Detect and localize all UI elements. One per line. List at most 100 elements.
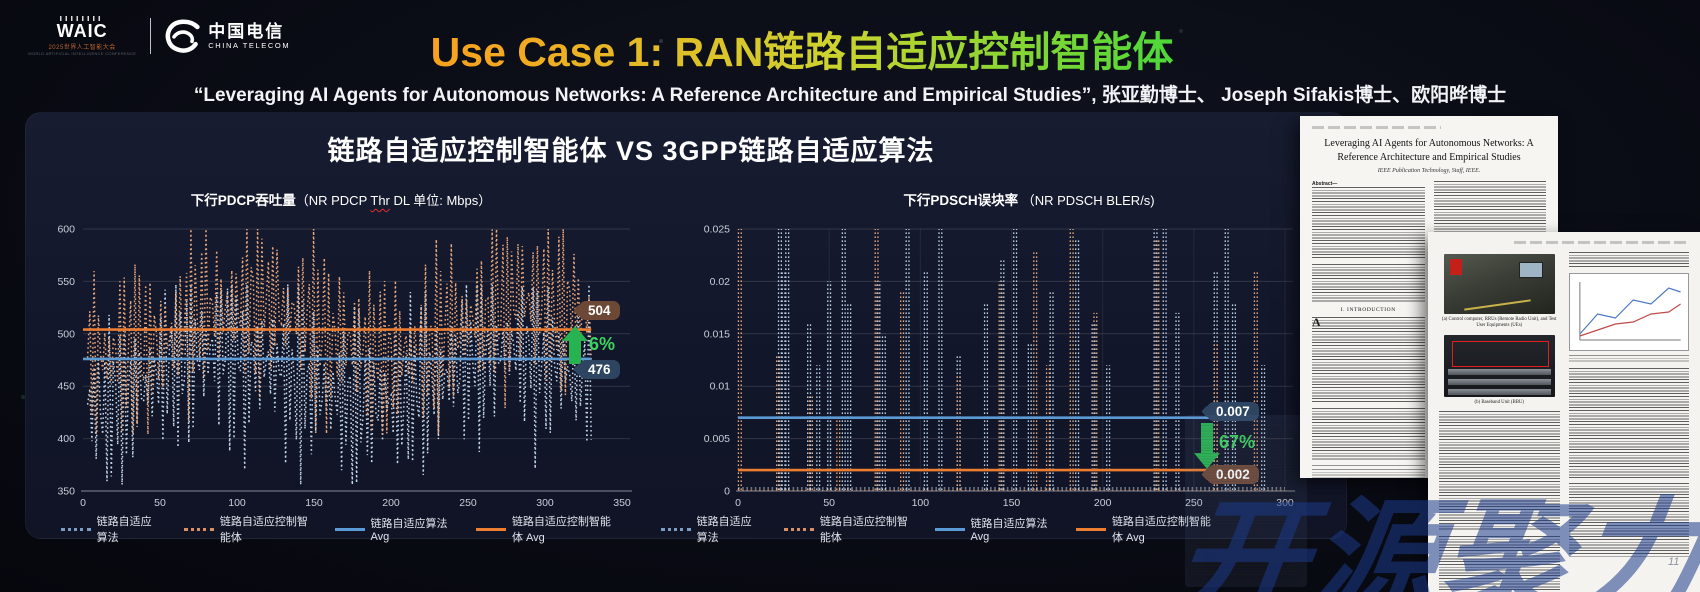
improvement-down-arrow-icon xyxy=(1194,423,1220,469)
svg-text:150: 150 xyxy=(1003,497,1021,509)
photo-caption-a: (a) Control computer, RRUs (Remote Radio… xyxy=(1442,317,1557,329)
waic-subtitle-cn: 2025世界人工智能大会 xyxy=(48,45,116,51)
paper-text-lines xyxy=(1439,411,1560,532)
background-stars xyxy=(0,0,2,2)
pdcp-chart-title-thr: Thr xyxy=(370,193,390,208)
svg-text:250: 250 xyxy=(459,497,477,509)
svg-text:0.005: 0.005 xyxy=(704,433,730,445)
svg-text:50: 50 xyxy=(823,497,835,509)
legend-swatch-solid xyxy=(934,527,965,531)
legend-swatch-dotted xyxy=(184,527,214,531)
page-subtitle: “Leveraging AI Agents for Autonomous Net… xyxy=(193,85,1507,106)
pdcp-throughput-chart: 350 400 450 500 550 600 0 50 100 150 200 250 300 350 xyxy=(57,224,632,509)
svg-text:350: 350 xyxy=(57,486,75,498)
legend-item: 链路自适应算法 Avg xyxy=(934,513,1052,545)
svg-text:300: 300 xyxy=(1276,497,1294,509)
paper-byline: IEEE Publication Technology, Staff, IEEE… xyxy=(1377,168,1481,174)
paper-paragraph: A xyxy=(1312,316,1425,403)
svg-text:150: 150 xyxy=(305,497,323,509)
paper-title: Leveraging AI Agents for Autonomous Netw… xyxy=(1324,138,1534,163)
waic-logo-text: WAIC xyxy=(56,21,108,41)
paper-running-head xyxy=(1312,126,1441,129)
pdcp-chart-title-pre: （NR PDCP xyxy=(295,193,371,208)
legend-right: 链路自适应算法 链路自适应控制智能体 链路自适应算法 Avg 链路自适应控制智能体 A… xyxy=(661,513,1221,545)
legend-label: 链路自适应控制智能体 Avg xyxy=(1111,516,1211,544)
paper-figure-caption-lines xyxy=(1568,355,1689,363)
paper-figure-thumbnail xyxy=(1568,273,1689,351)
legend-swatch-solid xyxy=(1076,527,1106,531)
legend-label: 链路自适应控制智能体 xyxy=(819,516,908,544)
legend-swatch-dotted xyxy=(661,527,691,531)
waic-subtitle-en: WORLD ARTIFICIAL INTELLIGENCE CONFERENCE xyxy=(28,51,137,56)
page-number: 11 xyxy=(1668,556,1680,568)
svg-text:0.01: 0.01 xyxy=(710,381,731,393)
comparison-panel: 链路自适应控制智能体 VS 3GPP链路自适应算法 下行PDCP吞吐量（NR P… xyxy=(25,112,1347,544)
svg-text:200: 200 xyxy=(382,497,400,509)
legend-label: 链路自适应算法 xyxy=(696,516,752,544)
svg-text:0.015: 0.015 xyxy=(704,328,730,340)
pdcp-agent-avg-badge: 504 xyxy=(579,301,620,320)
bler-agent-avg-badge: 0.002 xyxy=(1207,465,1259,484)
pdcp-chart-title-post: DL 单位: Mbps） xyxy=(389,193,492,208)
paper-text-lines xyxy=(1312,187,1425,259)
paper-column-left: Abstract— I. INTRODUCTION A xyxy=(1312,181,1425,486)
svg-text:600: 600 xyxy=(57,224,75,236)
paper-running-head xyxy=(1514,241,1689,244)
bler-chart-title: 下行PDSCH误块率 （NR PDSCH BLER/s) xyxy=(864,189,1194,209)
bler-baseline-avg-badge: 0.007 xyxy=(1207,402,1259,421)
china-telecom-name-en: CHINA TELECOM xyxy=(208,40,291,50)
svg-text:300: 300 xyxy=(536,497,554,509)
bler-chart-title-bold: 下行PDSCH误块率 xyxy=(903,193,1019,208)
paper-text-lines xyxy=(1312,317,1425,403)
photo-caption-b: (b) Baseband Unit (BBU) xyxy=(1474,399,1524,405)
bler-chart-title-post: （NR PDSCH BLER/s) xyxy=(1018,193,1155,208)
paper-abstract-label: Abstract— xyxy=(1312,181,1338,187)
testbed-photo xyxy=(1443,254,1555,314)
legend-left: 链路自适应算法 链路自适应控制智能体 链路自适应算法 Avg 链路自适应控制智能体 A… xyxy=(61,513,621,545)
legend-item: 链路自适应算法 Avg xyxy=(334,513,452,545)
legend-item: 链路自适应算法 xyxy=(61,513,160,545)
bler-improvement-percent: 67% xyxy=(1219,432,1256,452)
page-title: Use Case 1: RAN链路自适应控制智能体 xyxy=(0,18,1604,78)
legend-item: 链路自适应控制智能体 Avg xyxy=(1076,513,1221,545)
china-telecom-logo: 中国电信 CHINA TELECOM xyxy=(165,19,290,53)
svg-text:500: 500 xyxy=(57,328,75,340)
svg-text:0: 0 xyxy=(724,486,730,498)
china-telecom-mark-icon xyxy=(165,19,201,53)
svg-text:400: 400 xyxy=(57,433,75,445)
faded-page-fragment xyxy=(1185,415,1307,587)
improvement-up-arrow-icon xyxy=(562,326,588,364)
pdcp-baseline-avg-badge: 476 xyxy=(579,360,620,379)
paper-text-lines xyxy=(1312,264,1425,302)
bbu-photo xyxy=(1443,334,1555,397)
svg-text:50: 50 xyxy=(154,497,166,509)
paper-column-right xyxy=(1568,252,1689,592)
svg-text:0: 0 xyxy=(735,497,741,509)
svg-text:250: 250 xyxy=(1185,497,1203,509)
china-telecom-name-cn: 中国电信 xyxy=(208,21,285,41)
svg-text:0: 0 xyxy=(80,497,86,509)
legend-swatch-dotted xyxy=(61,527,91,531)
legend-item: 链路自适应控制智能体 xyxy=(184,513,311,545)
svg-text:350: 350 xyxy=(613,497,631,509)
pdcp-chart-title: 下行PDCP吞吐量（NR PDCP Thr DL 单位: Mbps） xyxy=(141,189,541,209)
paper-text-lines xyxy=(1568,368,1689,478)
paper-text-lines xyxy=(1568,252,1689,268)
legend-label: 链路自适应算法 xyxy=(96,516,152,544)
paper-footnote-rule xyxy=(1312,465,1425,466)
pdcp-chart-title-bold: 下行PDCP吞吐量 xyxy=(190,193,296,208)
svg-text:100: 100 xyxy=(912,497,930,509)
legend-swatch-solid xyxy=(476,527,506,531)
svg-text:0.02: 0.02 xyxy=(710,276,731,288)
waic-ticks-icon xyxy=(60,16,105,21)
svg-text:450: 450 xyxy=(57,381,75,393)
paper-text-lines xyxy=(1439,536,1560,592)
legend-label: 链路自适应算法 Avg xyxy=(970,518,1048,543)
legend-item: 链路自适应算法 xyxy=(661,513,760,545)
watermark-text: 开源聚力 xyxy=(1166,487,1700,592)
panel-title: 链路自适应控制智能体 VS 3GPP链路自适应算法 xyxy=(327,136,935,166)
header-logos: WAIC 2025世界人工智能大会 WORLD ARTIFICIAL INTEL… xyxy=(28,16,290,56)
paper-section-heading: I. INTRODUCTION xyxy=(1340,307,1396,313)
legend-swatch-dotted xyxy=(784,527,814,531)
